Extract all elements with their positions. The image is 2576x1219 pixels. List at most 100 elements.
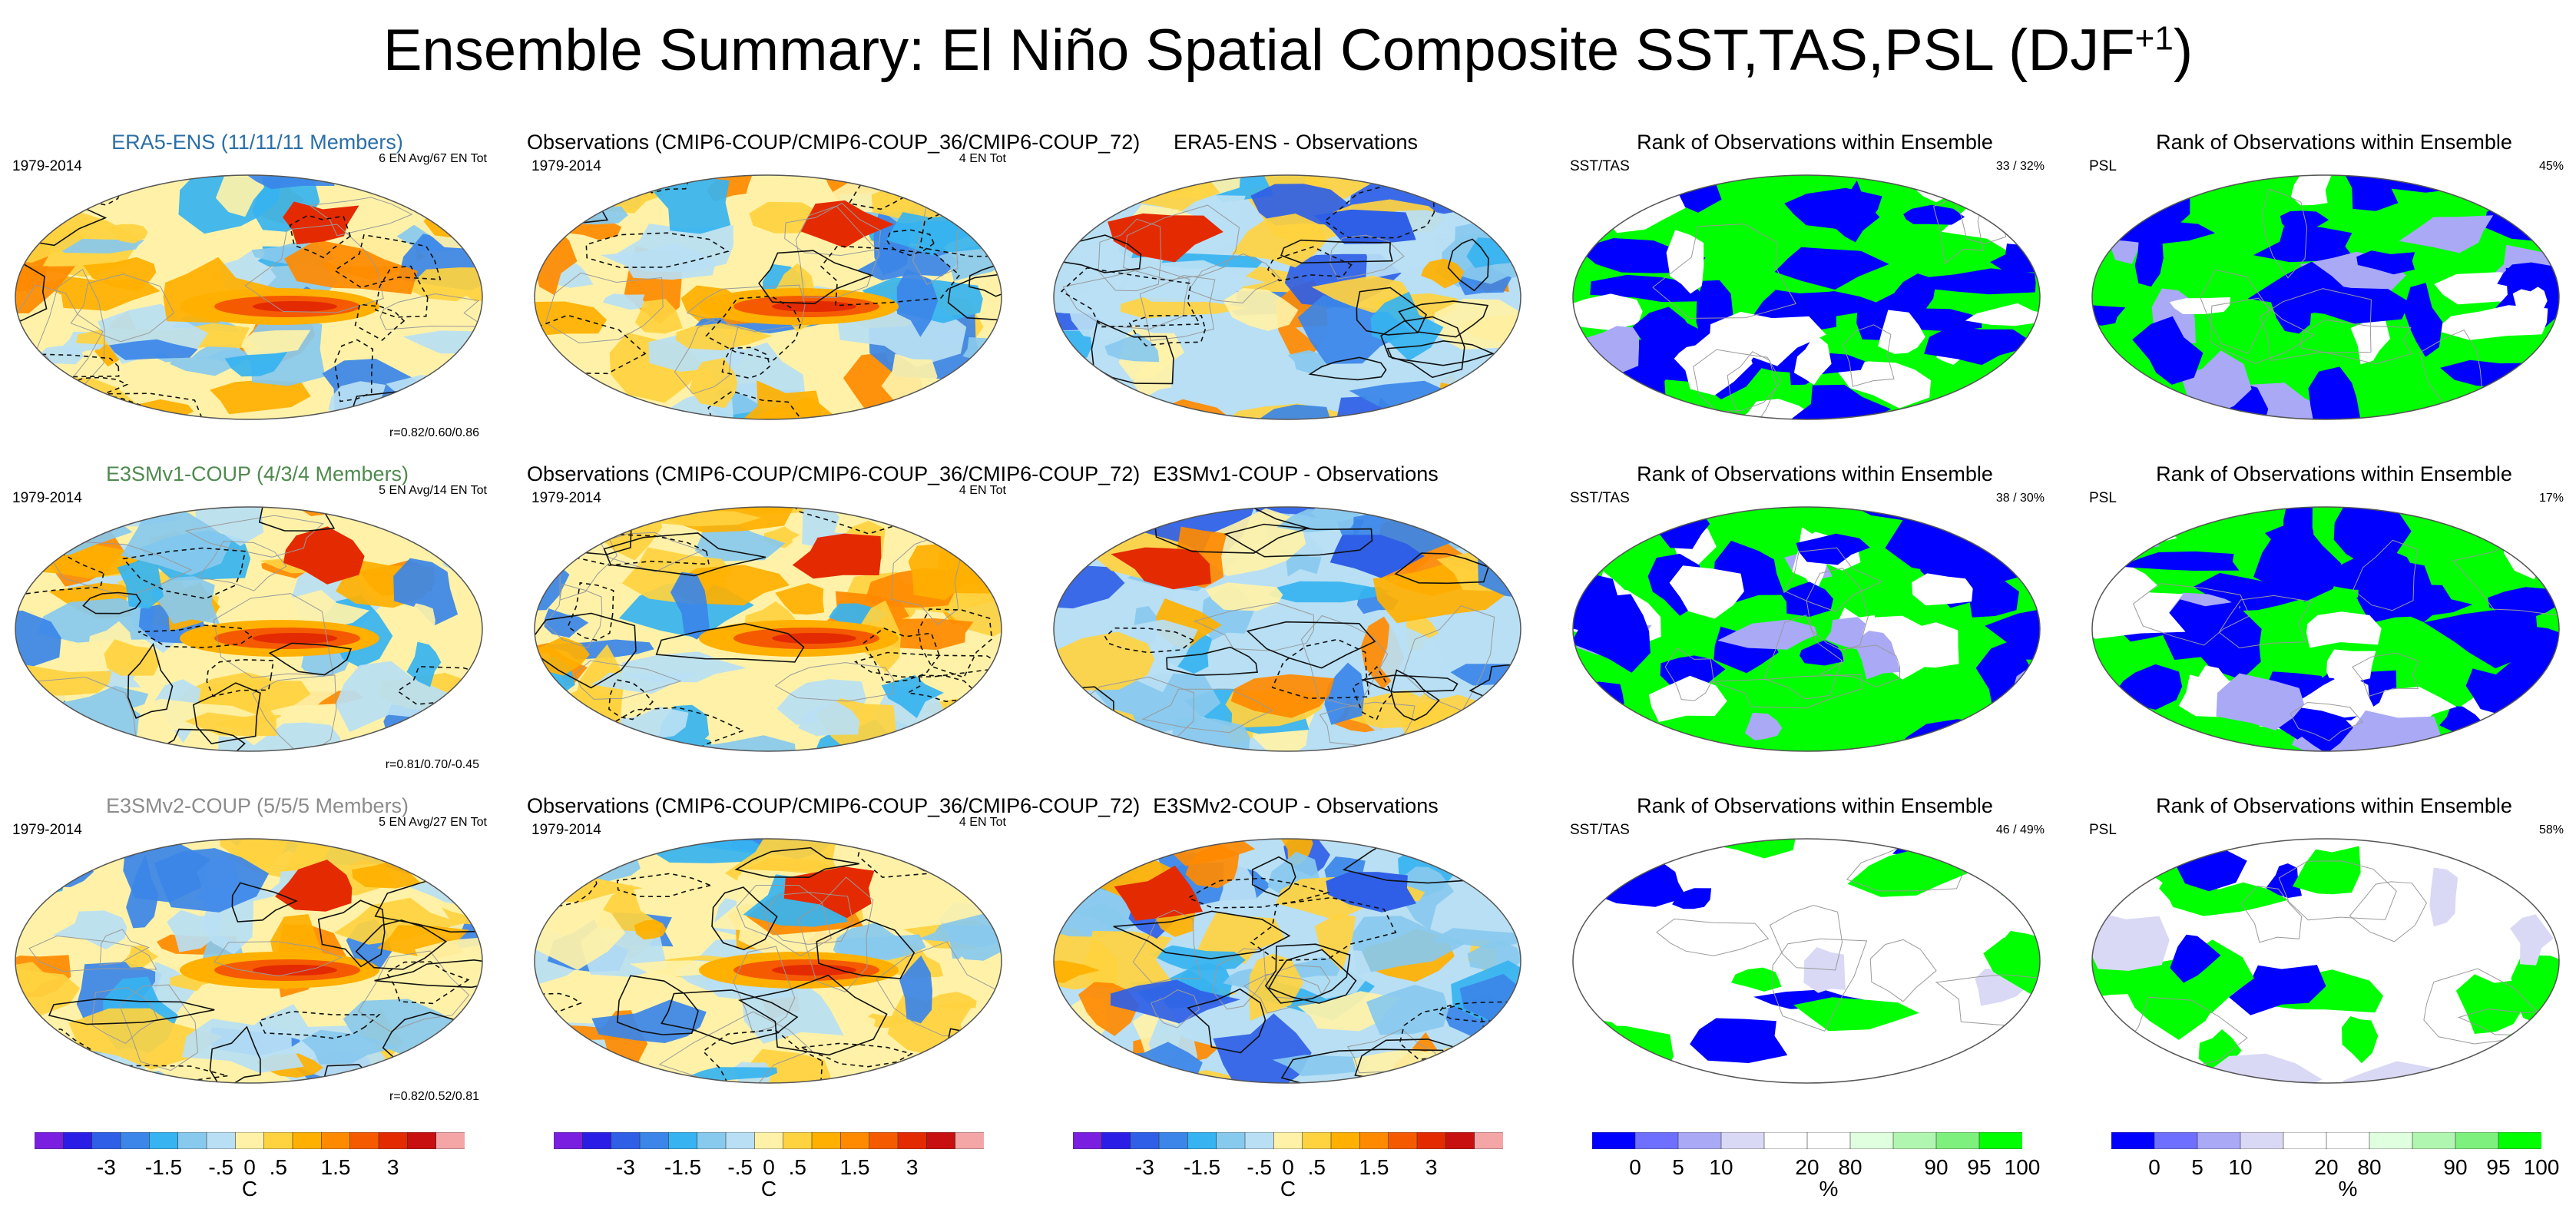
colorbar-swatch: [1416, 1131, 1447, 1150]
colorbar-tick-label: 1.5: [1359, 1155, 1389, 1179]
colorbar-swatch: [91, 1131, 121, 1150]
rank-map: [2088, 502, 2564, 760]
colorbar-swatch: [611, 1131, 641, 1150]
panel-rank-psl-row3: Rank of Observations within Ensemble PSL 5…: [2084, 794, 2576, 1117]
colorbar-tick-label: -.5: [208, 1155, 233, 1179]
composite-map: [530, 171, 1006, 428]
panel-title: Rank of Observations within Ensemble: [2156, 131, 2512, 154]
colorbar-swatch: [2240, 1131, 2284, 1150]
colorbar-tick-label: 20: [1795, 1155, 1819, 1179]
colorbar-tick-label: 100: [2523, 1155, 2560, 1179]
composite-map: [1049, 502, 1525, 760]
panel-title: Rank of Observations within Ensemble: [2156, 794, 2512, 817]
colorbar-tick-label: 0: [1282, 1155, 1294, 1179]
colorbar-tick-label: 10: [1709, 1155, 1733, 1179]
colorbar-swatch: [2154, 1131, 2198, 1150]
colorbar-rank: 0 5 10 20 80 90 95 100%: [1591, 1131, 2040, 1209]
colorbar-swatch: [955, 1131, 985, 1150]
colorbar-tick-label: -1.5: [1183, 1155, 1221, 1179]
composite-map: [11, 171, 487, 428]
panel-title: E3SMv2-COUP (5/5/5 Members): [105, 794, 409, 817]
colorbar-tick-label: 3: [386, 1155, 399, 1179]
colorbar-tick-label: -3: [1134, 1155, 1154, 1179]
rank-map: [1568, 171, 2045, 428]
panel-rank-sst-row2: Rank of Observations within Ensemble SST/…: [1565, 462, 2064, 785]
colorbar-swatch: [1130, 1131, 1160, 1150]
variable-label: PSL: [2089, 490, 2117, 506]
panel-obs-row1: Observations (CMIP6-COUP/CMIP6-COUP_36/C…: [527, 131, 1141, 453]
colorbar-swatch: [1978, 1131, 2023, 1150]
colorbar-swatch: [783, 1131, 813, 1150]
period-label: 1979-2014: [531, 822, 601, 838]
colorbar-swatch: [1302, 1131, 1332, 1150]
colorbar-swatch: [1806, 1131, 1851, 1150]
colorbar-swatch: [177, 1131, 207, 1150]
colorbar-swatch: [1720, 1131, 1765, 1150]
composite-map: [1049, 171, 1525, 428]
composite-map: [11, 834, 487, 1091]
rank-map: [2088, 834, 2564, 1091]
panel-rank-psl-row1: Rank of Observations within Ensemble PSL 4…: [2084, 131, 2576, 453]
colorbar-tick-label: 10: [2228, 1155, 2253, 1179]
colorbar-swatch: [2326, 1131, 2370, 1150]
colorbar-tick-label: 3: [1425, 1155, 1438, 1179]
colorbar-swatch: [2369, 1131, 2413, 1150]
colorbar-tick-label: -1.5: [144, 1155, 183, 1179]
rank-map: [2088, 171, 2564, 428]
rank-percent: 46 / 49%: [1995, 823, 2045, 836]
event-count: 4 EN Tot: [959, 816, 1006, 829]
colorbar-swatch: [120, 1131, 151, 1150]
panel-ens-row1: ERA5-ENS (11/11/11 Members) 1979-2014 6 EN…: [8, 131, 507, 453]
panel-ens-row2: E3SMv1-COUP (4/3/4 Members) 1979-2014 5 EN…: [8, 462, 507, 785]
colorbar-swatch: [1849, 1131, 1894, 1150]
panel-rank-sst-row3: Rank of Observations within Ensemble SST/…: [1565, 794, 2064, 1117]
colorbar-tick-label: -1.5: [664, 1155, 702, 1179]
colorbar-swatch: [725, 1131, 756, 1150]
colorbar-tick-label: 80: [2357, 1155, 2382, 1179]
colorbar-unit: %: [2338, 1177, 2358, 1201]
colorbar-swatch: [1216, 1131, 1246, 1150]
colorbar-swatch: [62, 1131, 93, 1150]
panel-diff-row2: E3SMv1-COUP - Observations: [1046, 462, 1545, 785]
colorbar-swatch: [320, 1131, 351, 1150]
colorbar-swatch: [1763, 1131, 1808, 1150]
colorbar-swatch: [1445, 1131, 1475, 1150]
colorbar-swatch: [1634, 1131, 1679, 1150]
colorbar-anom: -3 -1.5 -.5 0 .5 1.5 3 C: [553, 1131, 985, 1209]
colorbar-swatch: [292, 1131, 323, 1150]
figure-title: Ensemble Summary: El Niño Spatial Compos…: [382, 18, 2194, 83]
panel-rank-psl-row2: Rank of Observations within Ensemble PSL 1…: [2084, 462, 2576, 785]
colorbar-rank: 0 5 10 20 80 90 95 100%: [2111, 1131, 2559, 1209]
colorbar-swatch: [897, 1131, 928, 1150]
colorbar-swatch: [263, 1131, 293, 1150]
period-label: 1979-2014: [531, 490, 601, 506]
colorbar-swatch: [2283, 1131, 2327, 1150]
panel-obs-row3: Observations (CMIP6-COUP/CMIP6-COUP_36/C…: [527, 794, 1140, 1117]
panel-title: ERA5-ENS - Observations: [1173, 131, 1419, 154]
composite-map: [11, 502, 487, 760]
rank-map: [1568, 502, 2045, 760]
event-count: 5 EN Avg/27 EN Tot: [379, 816, 487, 829]
colorbar-swatch: [1677, 1131, 1722, 1150]
colorbar-tick-label: 5: [2191, 1155, 2204, 1179]
rank-percent: 33 / 32%: [1995, 160, 2045, 173]
event-count: 4 EN Tot: [959, 152, 1006, 165]
colorbar-swatch: [1244, 1131, 1275, 1150]
colorbar-swatch: [639, 1131, 670, 1150]
variable-label: SST/TAS: [1570, 158, 1630, 174]
colorbar-swatch: [925, 1131, 956, 1150]
colorbar-swatch: [811, 1131, 842, 1150]
colorbar-tick-label: 95: [1967, 1155, 1992, 1179]
panel-title: ERA5-ENS (11/11/11 Members): [111, 131, 403, 154]
panel-rank-sst-row1: Rank of Observations within Ensemble SST/…: [1565, 131, 2064, 453]
panel-title: Observations (CMIP6-COUP/CMIP6-COUP_36/C…: [527, 131, 1141, 154]
panel-title: E3SMv1-COUP - Observations: [1153, 462, 1439, 485]
colorbar-tick-label: -3: [96, 1155, 116, 1179]
panel-ens-row3: E3SMv2-COUP (5/5/5 Members) 1979-2014 5 EN…: [8, 794, 507, 1117]
colorbar-swatch: [1892, 1131, 1937, 1150]
colorbar-tick-label: -.5: [1247, 1155, 1272, 1179]
colorbar-tick-label: 80: [1838, 1155, 1862, 1179]
panel-title: Rank of Observations within Ensemble: [1637, 794, 1993, 817]
colorbar-tick-label: 0: [763, 1155, 775, 1179]
colorbar-swatch: [1935, 1131, 1980, 1150]
